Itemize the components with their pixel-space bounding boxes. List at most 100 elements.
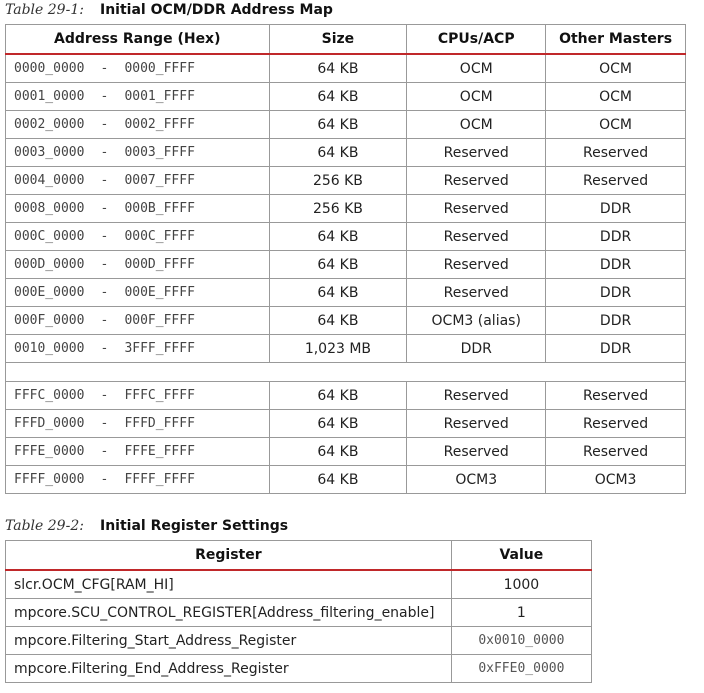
table-row: mpcore.SCU_CONTROL_REGISTER[Address_filt…: [5, 598, 593, 627]
range-separator: -: [100, 117, 109, 132]
cpus-acp-cell: OCM3: [406, 465, 547, 494]
address-range-cell: 0008_0000-000B_FFFF: [5, 194, 270, 223]
cpus-acp-cell: Reserved: [406, 138, 547, 167]
address-range-cell: 0001_0000-0001_FFFF: [5, 82, 270, 111]
range-separator: -: [100, 201, 109, 216]
range-separator: -: [100, 341, 109, 356]
range-start: 0002_0000: [14, 117, 85, 132]
size-cell: 64 KB: [268, 110, 408, 139]
size-cell: 64 KB: [268, 306, 408, 335]
range-start: 0001_0000: [14, 89, 85, 104]
col-header-value: Value: [450, 540, 593, 571]
size-cell: 64 KB: [268, 250, 408, 279]
gap-cell: [5, 362, 686, 382]
other-masters-cell: OCM3: [545, 465, 686, 494]
range-start: 000F_0000: [14, 313, 85, 328]
size-cell: 64 KB: [268, 278, 408, 307]
header-row: Address Range (Hex) Size CPUs/ACP Other …: [5, 24, 686, 55]
range-start: FFFC_0000: [14, 388, 85, 403]
other-masters-cell: OCM: [545, 53, 686, 83]
range-end: 0002_FFFF: [124, 117, 195, 132]
other-masters-cell: DDR: [545, 222, 686, 251]
range-separator: -: [100, 89, 109, 104]
register-settings-table: Register Value slcr.OCM_CFG[RAM_HI] 1000 m…: [5, 540, 593, 683]
size-cell: 256 KB: [268, 166, 408, 195]
table-row: slcr.OCM_CFG[RAM_HI] 1000: [5, 569, 593, 599]
table-row: mpcore.Filtering_Start_Address_Register 0…: [5, 626, 593, 655]
cpus-acp-cell: OCM: [406, 110, 547, 139]
range-start: 0004_0000: [14, 173, 85, 188]
cpus-acp-cell: Reserved: [406, 166, 547, 195]
range-end: 0007_FFFF: [124, 173, 195, 188]
other-masters-cell: DDR: [545, 306, 686, 335]
value-cell: 1000: [450, 569, 593, 599]
range-end: 3FFF_FFFF: [124, 341, 195, 356]
range-end: FFFF_FFFF: [124, 472, 195, 487]
table-row: 0010_0000-3FFF_FFFF 1,023 MB DDR DDR: [5, 334, 686, 363]
range-separator: -: [100, 285, 109, 300]
range-start: 000C_0000: [14, 229, 85, 244]
cpus-acp-cell: Reserved: [406, 194, 547, 223]
range-start: 000D_0000: [14, 257, 85, 272]
register-cell: mpcore.Filtering_Start_Address_Register: [5, 626, 452, 655]
other-masters-cell: DDR: [545, 194, 686, 223]
range-end: FFFC_FFFF: [124, 388, 195, 403]
other-masters-cell: Reserved: [545, 381, 686, 410]
address-range-cell: 0010_0000-3FFF_FFFF: [5, 334, 270, 363]
value-cell: 0x0010_0000: [450, 626, 593, 655]
range-end: 0000_FFFF: [124, 61, 195, 76]
cpus-acp-cell: Reserved: [406, 409, 547, 438]
other-masters-cell: OCM: [545, 110, 686, 139]
size-cell: 64 KB: [268, 409, 408, 438]
col-header-cpus-acp: CPUs/ACP: [406, 24, 547, 55]
address-range-cell: FFFF_0000- FFFF_FFFF: [5, 465, 270, 494]
range-separator: -: [100, 61, 109, 76]
size-cell: 64 KB: [268, 53, 408, 83]
range-end: 000B_FFFF: [124, 201, 195, 216]
cpus-acp-cell: Reserved: [406, 381, 547, 410]
range-end: FFFE_FFFF: [124, 444, 195, 459]
range-separator: -: [100, 145, 109, 160]
address-range-cell: 0000_0000-0000_FFFF: [5, 53, 270, 83]
table-row: FFFF_0000- FFFF_FFFF 64 KB OCM3 OCM3: [5, 465, 686, 494]
cpus-acp-cell: Reserved: [406, 437, 547, 466]
other-masters-cell: DDR: [545, 278, 686, 307]
range-end: 0003_FFFF: [124, 145, 195, 160]
other-masters-cell: OCM: [545, 82, 686, 111]
range-end: 000F_FFFF: [124, 313, 195, 328]
address-range-cell: FFFC_0000- FFFC_FFFF: [5, 381, 270, 410]
table-row: FFFD_0000- FFFD_FFFF 64 KB Reserved Reserved: [5, 409, 686, 438]
other-masters-cell: Reserved: [545, 138, 686, 167]
table-row: 0001_0000-0001_FFFF 64 KB OCM OCM: [5, 82, 686, 111]
cpus-acp-cell: OCM: [406, 82, 547, 111]
range-start: 0003_0000: [14, 145, 85, 160]
range-separator: -: [100, 229, 109, 244]
size-cell: 256 KB: [268, 194, 408, 223]
size-cell: 64 KB: [268, 437, 408, 466]
range-end: 000E_FFFF: [124, 285, 195, 300]
cpus-acp-cell: Reserved: [406, 222, 547, 251]
table-row: 000F_0000-000F_FFFF 64 KB OCM3 (alias) DDR: [5, 306, 686, 335]
range-end: FFFD_FFFF: [124, 416, 195, 431]
other-masters-cell: Reserved: [545, 166, 686, 195]
range-separator: -: [100, 472, 109, 487]
address-range-cell: 0004_0000-0007_FFFF: [5, 166, 270, 195]
range-start: FFFE_0000: [14, 444, 85, 459]
range-start: 000E_0000: [14, 285, 85, 300]
range-separator: -: [100, 416, 109, 431]
col-header-other-masters: Other Masters: [545, 24, 686, 55]
table-title: Initial Register Settings: [100, 518, 289, 534]
table-number: Table 29-1:: [5, 2, 84, 18]
range-start: FFFD_0000: [14, 416, 85, 431]
cpus-acp-cell: Reserved: [406, 250, 547, 279]
table-row: 000E_0000-000E_FFFF 64 KB Reserved DDR: [5, 278, 686, 307]
col-header-size: Size: [268, 24, 408, 55]
table-row: 0004_0000-0007_FFFF 256 KB Reserved Reserve…: [5, 166, 686, 195]
range-start: 0010_0000: [14, 341, 85, 356]
range-separator: -: [100, 313, 109, 328]
range-end: 000D_FFFF: [124, 257, 195, 272]
cpus-acp-cell: Reserved: [406, 278, 547, 307]
other-masters-cell: DDR: [545, 250, 686, 279]
table-row: mpcore.Filtering_End_Address_Register 0xF…: [5, 654, 593, 683]
table-row: FFFE_0000- FFFE_FFFF 64 KB Reserved Reserved: [5, 437, 686, 466]
